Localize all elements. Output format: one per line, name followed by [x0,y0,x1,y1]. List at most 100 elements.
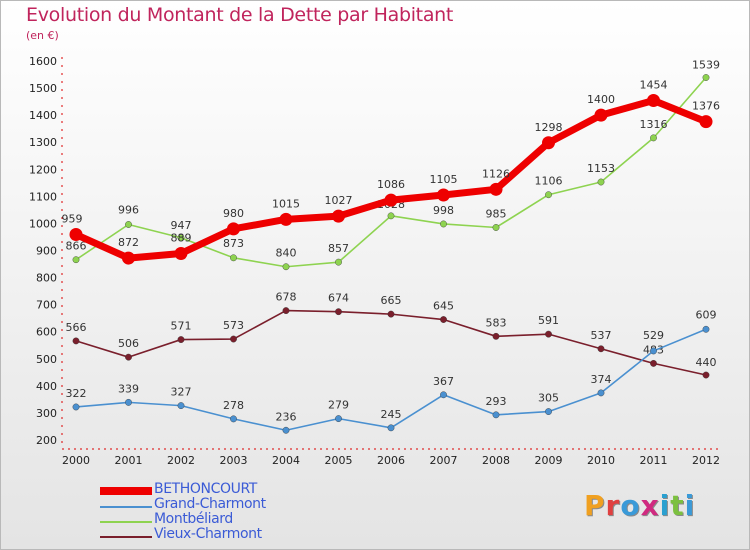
data-point-bethoncourt [69,228,83,242]
data-point-bethoncourt [174,246,188,260]
data-point-montb-liard [492,224,500,231]
data-point-grand-charmont [702,325,710,333]
data-label-vieux-charmont: 591 [538,314,559,327]
legend-swatch-bethoncourt [100,487,152,495]
data-label-montb-liard: 1153 [587,162,615,175]
x-tick-label: 2011 [640,454,668,467]
data-point-bethoncourt [594,108,608,122]
data-label-bethoncourt: 872 [118,236,139,249]
data-label-bethoncourt: 1105 [430,173,458,186]
data-label-vieux-charmont: 678 [276,291,297,304]
x-tick-label: 2009 [535,454,563,467]
logo-letter: r [605,489,621,522]
legend-swatch-vieux-charmont [100,536,152,538]
y-tick-label: 900 [36,245,57,258]
chart-series: 5665065715736786746656455835915374834403… [62,59,720,434]
x-tick-label: 2001 [115,454,143,467]
data-point-montb-liard [387,212,395,220]
data-point-grand-charmont [492,411,500,419]
data-label-grand-charmont: 293 [486,395,507,408]
data-label-vieux-charmont: 674 [328,292,349,305]
data-label-vieux-charmont: 440 [696,356,717,369]
data-point-bethoncourt [227,222,240,236]
data-point-grand-charmont [335,415,342,423]
data-point-vieux-charmont [72,337,80,345]
data-label-bethoncourt: 1454 [640,79,668,92]
data-label-bethoncourt: 1126 [482,167,510,180]
data-point-montb-liard [702,74,710,81]
x-tick-label: 2005 [325,454,353,467]
data-point-vieux-charmont [597,345,605,353]
logo-letter: P [584,489,606,522]
data-label-grand-charmont: 278 [223,399,244,412]
data-point-grand-charmont [125,398,132,406]
data-point-vieux-charmont [702,371,710,379]
y-tick-label: 600 [36,326,57,339]
logo-letter: i [659,489,671,522]
x-tick-label: 2012 [692,454,720,467]
data-point-montb-liard [440,220,447,228]
proxiti-logo: Proxiti [584,489,695,522]
data-point-grand-charmont [545,408,552,415]
data-point-bethoncourt [542,136,555,150]
y-tick-label: 1400 [29,109,57,122]
data-point-grand-charmont [72,403,80,411]
y-tick-label: 700 [36,299,57,312]
legend-swatch-grand-charmont [100,506,152,508]
data-label-grand-charmont: 339 [118,382,139,395]
data-label-grand-charmont: 322 [66,387,87,400]
data-label-montb-liard: 985 [486,207,507,220]
x-tick-label: 2007 [430,454,458,467]
data-label-vieux-charmont: 573 [223,319,244,332]
chart-subtitle: (en €) [26,29,59,42]
logo-letter: i [684,489,696,522]
data-label-grand-charmont: 529 [643,329,664,342]
legend-swatch-montbeliard [100,521,152,523]
data-point-montb-liard [335,258,342,266]
data-label-grand-charmont: 374 [591,373,612,386]
data-point-bethoncourt [332,209,345,223]
data-label-vieux-charmont: 537 [591,329,612,342]
data-label-grand-charmont: 279 [328,399,349,412]
x-tick-label: 2008 [482,454,510,467]
data-point-vieux-charmont [177,336,185,343]
data-point-bethoncourt [647,94,660,108]
x-tick-label: 2003 [220,454,248,467]
legend-label-montbeliard: Montbéliard [154,511,233,527]
data-point-vieux-charmont [125,353,132,361]
data-label-grand-charmont: 327 [171,386,192,399]
y-tick-label: 1100 [29,190,57,203]
data-label-montb-liard: 857 [328,242,349,255]
data-label-bethoncourt: 889 [171,231,192,244]
y-tick-label: 400 [36,380,57,393]
data-point-bethoncourt [489,182,503,196]
chart-title: Evolution du Montant de la Dette par Hab… [26,4,454,26]
data-point-montb-liard [282,263,290,271]
legend-label-grand-charmont: Grand-Charmont [154,496,266,512]
data-point-grand-charmont [440,391,447,399]
data-label-vieux-charmont: 583 [486,316,507,329]
data-label-bethoncourt: 1376 [692,100,720,113]
legend-label-vieux-charmont: Vieux-Charmont [154,526,262,542]
data-point-grand-charmont [230,415,237,423]
data-point-montb-liard [650,134,657,142]
data-point-grand-charmont [597,389,605,397]
y-tick-label: 1300 [29,136,57,149]
data-label-bethoncourt: 1400 [587,93,615,106]
data-label-bethoncourt: 1027 [325,194,353,207]
data-label-montb-liard: 1539 [692,59,720,72]
data-label-bethoncourt: 980 [223,207,244,220]
x-tick-label: 2004 [272,454,300,467]
legend-label-bethoncourt: BETHONCOURT [154,481,257,497]
data-point-vieux-charmont [335,308,342,316]
y-tick-label: 1600 [29,55,57,68]
data-label-grand-charmont: 245 [381,408,402,421]
data-label-montb-liard: 947 [171,219,192,232]
data-label-grand-charmont: 367 [433,375,454,388]
data-label-montb-liard: 840 [276,247,297,260]
data-label-grand-charmont: 305 [538,392,559,405]
data-point-montb-liard [72,256,80,264]
data-point-vieux-charmont [650,359,657,367]
logo-letter: t [670,489,685,522]
